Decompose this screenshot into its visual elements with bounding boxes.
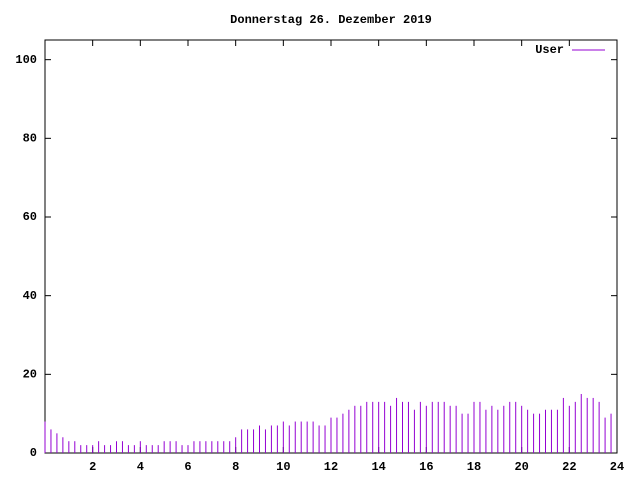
plot-frame: [44, 39, 618, 454]
x-tick-label: 20: [514, 460, 528, 474]
y-tick-label: 80: [23, 132, 37, 146]
x-tick-label: 16: [419, 460, 433, 474]
y-tick-label: 0: [30, 446, 37, 460]
y-tick-label: 20: [23, 368, 37, 382]
legend-label: User: [535, 43, 564, 57]
x-tick-label: 6: [184, 460, 191, 474]
y-tick-label: 40: [23, 289, 37, 303]
y-tick-label: 60: [23, 210, 37, 224]
x-tick-label: 2: [89, 460, 96, 474]
y-tick-label: 100: [15, 53, 37, 67]
x-tick-label: 10: [276, 460, 290, 474]
x-tick-label: 14: [371, 460, 385, 474]
x-tick-label: 24: [610, 460, 624, 474]
x-tick-label: 12: [324, 460, 338, 474]
x-tick-label: 8: [232, 460, 239, 474]
x-tick-label: 4: [137, 460, 144, 474]
x-tick-label: 18: [467, 460, 481, 474]
x-tick-label: 22: [562, 460, 576, 474]
chart-title: Donnerstag 26. Dezember 2019: [230, 13, 432, 27]
